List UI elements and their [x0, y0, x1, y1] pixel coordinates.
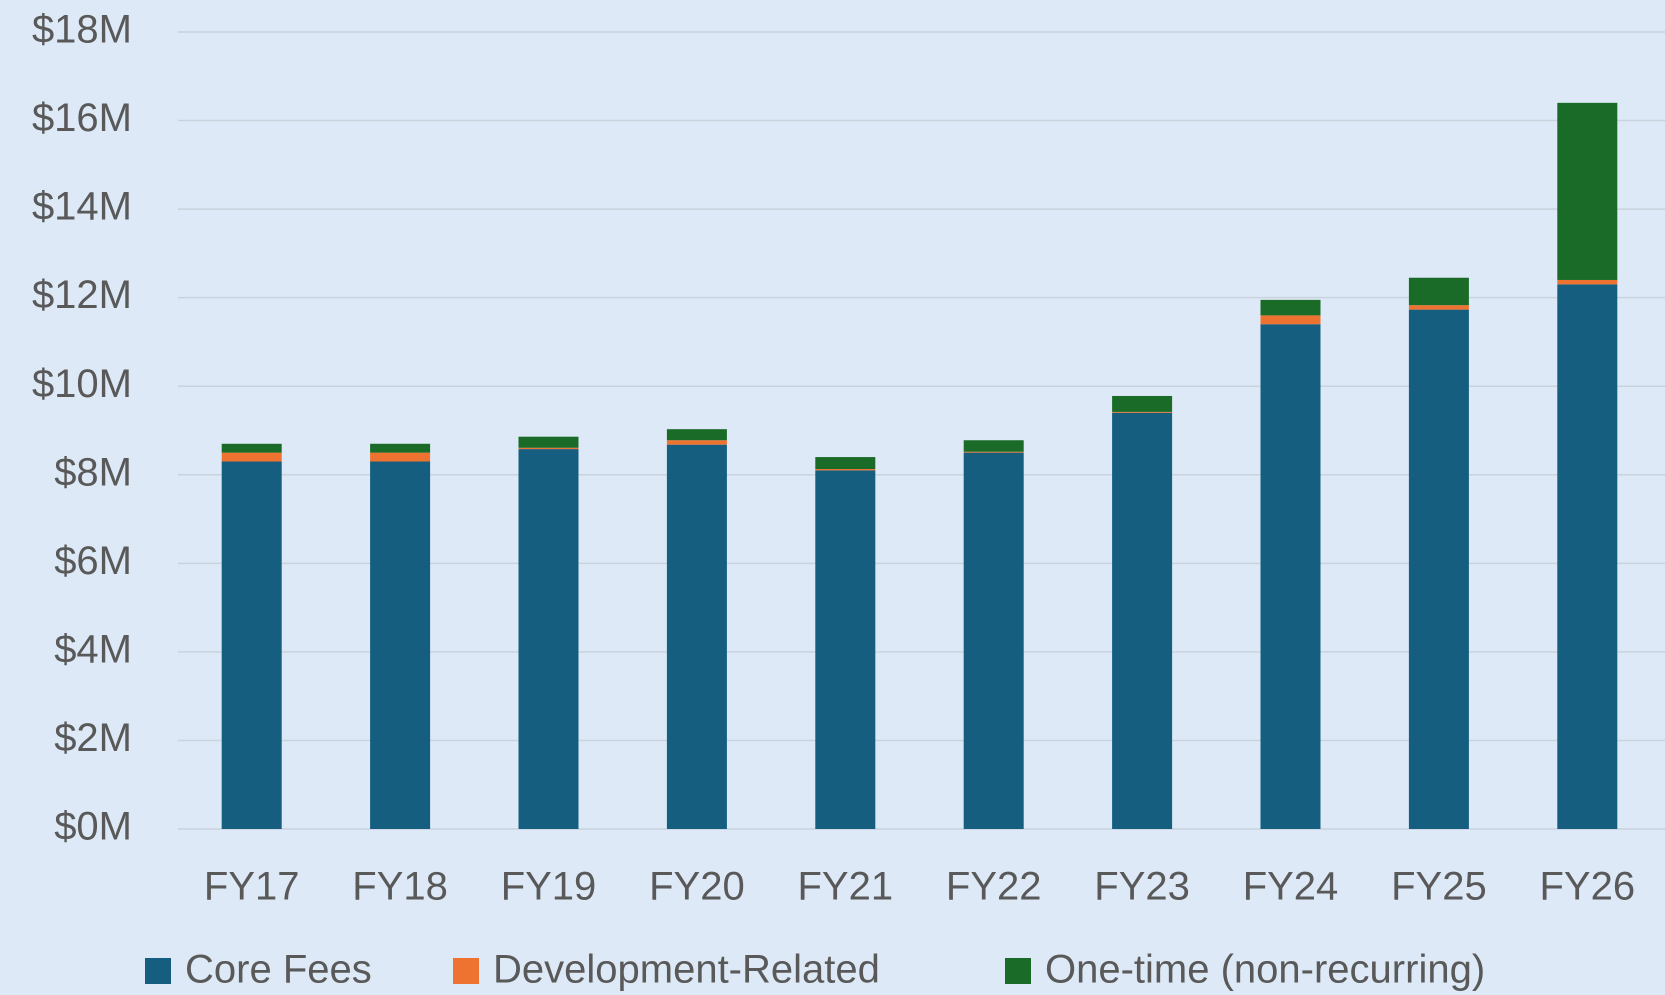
y-tick-label: $10M: [32, 362, 132, 406]
bar-segment: [518, 449, 579, 829]
x-tick-label: FY17: [204, 865, 300, 909]
y-tick-label: $6M: [54, 539, 132, 583]
bar-segment: [666, 440, 727, 445]
bar-segment: [221, 461, 282, 829]
bar-segment: [518, 436, 579, 448]
bar-segment: [1557, 102, 1618, 280]
bar-segment: [963, 452, 1024, 829]
legend-swatch: [1005, 958, 1031, 984]
y-tick-label: $4M: [54, 627, 132, 671]
bar-segment: [815, 469, 876, 471]
x-tick-label: FY26: [1539, 865, 1635, 909]
bar-segment: [1408, 277, 1469, 306]
bar-segment: [1112, 411, 1173, 413]
bar-segment: [815, 457, 876, 470]
bar-segment: [963, 440, 1024, 452]
bar-segment: [1408, 309, 1469, 829]
bar-segment: [221, 452, 282, 462]
bar-segment: [1557, 284, 1618, 830]
bar-segment: [666, 444, 727, 829]
y-tick-label: $14M: [32, 185, 132, 229]
bar-segment: [1260, 315, 1321, 325]
bar-segment: [1112, 395, 1173, 412]
y-tick-label: $0M: [54, 805, 132, 849]
x-tick-label: FY24: [1243, 865, 1339, 909]
y-tick-label: $8M: [54, 450, 132, 494]
bar-segment: [221, 443, 282, 453]
x-tick-label: FY21: [797, 865, 893, 909]
bar-segment: [370, 461, 431, 829]
bar-segment: [666, 429, 727, 441]
bar-segment: [1557, 279, 1618, 285]
x-tick-label: FY23: [1094, 865, 1190, 909]
bar-segment: [963, 451, 1024, 453]
legend-label: Core Fees: [185, 948, 372, 992]
legend-swatch: [145, 958, 171, 984]
bar-segment: [1260, 299, 1321, 316]
legend-swatch: [453, 958, 479, 984]
y-tick-label: $12M: [32, 273, 132, 317]
bar-segment: [1408, 305, 1469, 310]
y-tick-label: $2M: [54, 716, 132, 760]
y-tick-label: $16M: [32, 96, 132, 140]
x-tick-label: FY18: [352, 865, 448, 909]
bar-segment: [815, 470, 876, 829]
y-tick-label: $18M: [32, 8, 132, 52]
bar-segment: [1260, 324, 1321, 829]
bar-segment: [518, 447, 579, 450]
x-tick-label: FY22: [946, 865, 1042, 909]
bar-segment: [1112, 412, 1173, 829]
x-tick-label: FY25: [1391, 865, 1487, 909]
legend-label: Development-Related: [493, 948, 880, 992]
legend-label: One-time (non-recurring): [1045, 948, 1485, 992]
bar-segment: [370, 443, 431, 453]
bar-segment: [370, 452, 431, 462]
x-tick-label: FY19: [501, 865, 597, 909]
x-tick-label: FY20: [649, 865, 745, 909]
